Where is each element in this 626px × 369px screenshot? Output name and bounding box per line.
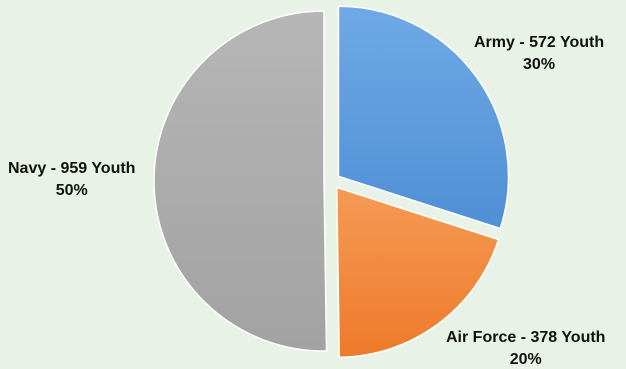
- slice-label-air-force-percent: 20%: [509, 351, 542, 368]
- pie-slice-air-force: [335, 186, 500, 359]
- slice-label-army: Army - 572 Youth 30%: [474, 32, 604, 76]
- slice-label-air-force: Air Force - 378 Youth 20%: [446, 327, 605, 369]
- slice-label-navy-percent: 50%: [55, 182, 88, 199]
- pie-slice-army: [337, 5, 510, 230]
- slice-label-navy-name: Navy - 959 Youth: [8, 160, 136, 177]
- slice-label-navy: Navy - 959 Youth 50%: [8, 158, 135, 202]
- pie-slice-navy: [153, 10, 328, 352]
- slice-label-air-force-name: Air Force - 378 Youth: [446, 329, 606, 346]
- slice-label-army-percent: 30%: [523, 56, 556, 73]
- slice-label-army-name: Army - 572 Youth: [474, 34, 605, 51]
